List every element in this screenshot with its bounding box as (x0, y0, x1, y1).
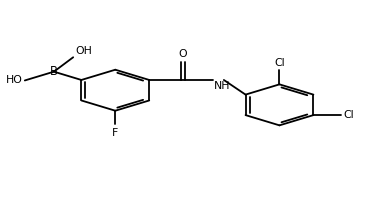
Text: Cl: Cl (343, 110, 354, 120)
Text: HO: HO (6, 75, 23, 86)
Text: B: B (50, 65, 58, 78)
Text: OH: OH (75, 46, 92, 56)
Text: O: O (179, 50, 188, 59)
Text: Cl: Cl (274, 58, 285, 68)
Text: F: F (112, 128, 118, 138)
Text: NH: NH (214, 81, 230, 91)
